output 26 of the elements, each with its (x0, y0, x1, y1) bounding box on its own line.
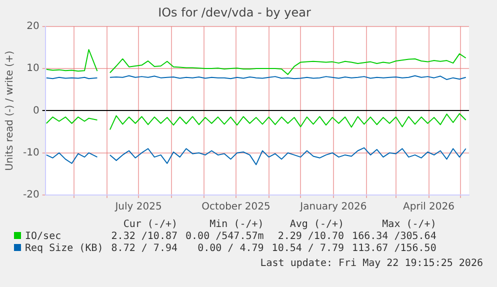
text: 166.34 /305.64 (351, 230, 438, 242)
text: 2.29 /10.70 (276, 230, 346, 242)
text: Avg (-/+) (288, 218, 346, 230)
y-axis-title: Units read (-) / write (+) (4, 50, 16, 171)
text: Cur (-/+) (122, 218, 179, 230)
x-tick-label: October 2025 (202, 202, 270, 213)
y-tick-label: 20 (26, 20, 40, 32)
text: 8.72 / 7.94 (110, 242, 179, 254)
legend-label: Req Size (KB) (24, 242, 104, 254)
text: 2.32 /10.87 (110, 230, 179, 242)
x-tick-label: July 2025 (114, 202, 162, 213)
y-tick-label: -20 (22, 190, 40, 201)
text: Min (-/+) (208, 218, 265, 230)
text: Max (-/+) (381, 218, 438, 230)
text: 10.54 / 7.79 (270, 242, 346, 254)
chart-title: IOs for /dev/vda - by year (158, 5, 312, 20)
y-tick-label: 10 (26, 63, 40, 74)
text: 113.67 /156.50 (351, 242, 438, 254)
x-tick-label: April 2026 (403, 202, 454, 213)
text: Last update: Fri May 22 19:15:25 2026 (260, 258, 483, 269)
y-tick-label: -10 (22, 147, 40, 158)
legend-label: IO/sec (24, 230, 62, 242)
text: 0.00 / 4.79 (196, 242, 265, 254)
y-tick-label: 0 (32, 105, 40, 116)
x-tick-label: January 2026 (299, 202, 367, 213)
text: 0.00 /547.57m (184, 230, 265, 242)
